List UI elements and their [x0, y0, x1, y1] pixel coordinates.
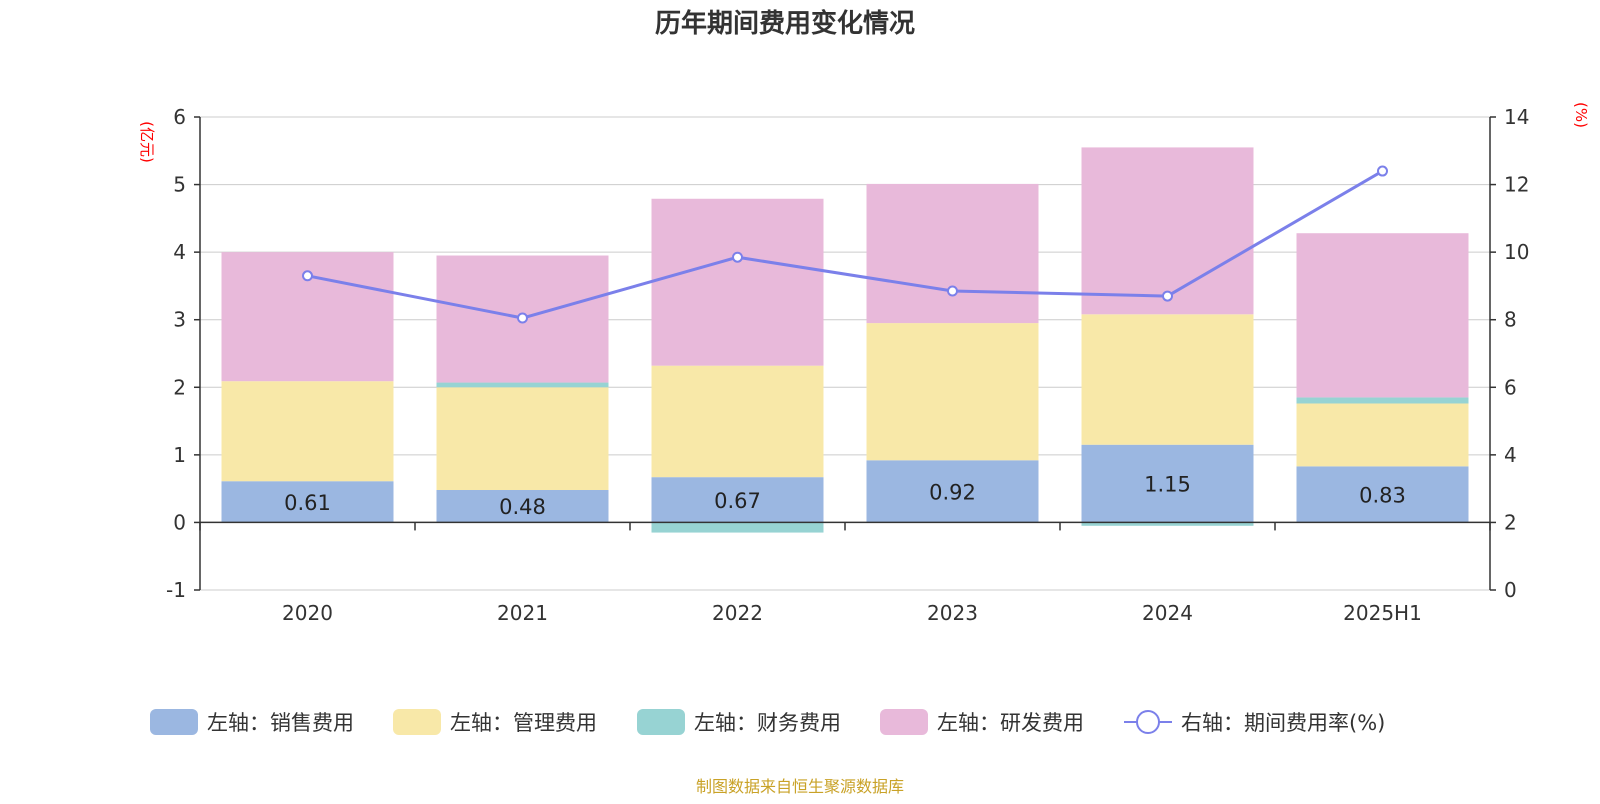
- sales-value-label: 1.15: [1144, 473, 1191, 497]
- rate-point: [302, 270, 313, 282]
- bar-0-2023: [866, 460, 1039, 523]
- legend-circle-swatch: [1136, 710, 1160, 734]
- sales-value-label: 0.83: [1359, 483, 1406, 507]
- rate-polyline: [307, 169, 1384, 320]
- category-label: 2020: [282, 601, 333, 625]
- left-tick-label: 6: [173, 105, 186, 129]
- right-tick-label: 14: [1504, 105, 1529, 129]
- source-note: 制图数据来自恒生聚源数据库: [696, 777, 904, 796]
- category-label: 2023: [927, 601, 978, 625]
- bar-2-2024: [1081, 522, 1254, 526]
- bar-1-2025H1: [1296, 403, 1469, 467]
- left-tick-label: 3: [173, 308, 186, 332]
- legend-label: 左轴：财务费用: [694, 711, 841, 735]
- legend-swatch: [150, 709, 198, 735]
- category-label: 2021: [497, 601, 548, 625]
- left-tick-label: 1: [173, 443, 186, 467]
- left-tick-label: 5: [173, 173, 186, 197]
- bar-2-2022: [651, 522, 824, 533]
- bar-2-2025H1: [1296, 397, 1469, 404]
- sales-value-label: 0.67: [714, 489, 761, 513]
- category-label: 2025H1: [1343, 601, 1422, 625]
- legend: 左轴：销售费用 左轴：管理费用 左轴：财务费用 左轴：研发费用 右轴：期间费用率(%): [150, 709, 1385, 735]
- legend-swatch: [393, 709, 441, 735]
- bar-0-2025H1: [1296, 466, 1469, 523]
- category-label: 2022: [712, 601, 763, 625]
- bar-3-2024: [1081, 147, 1254, 315]
- bar-0-2021: [436, 489, 609, 523]
- right-axis-unit: (%): [1572, 102, 1590, 128]
- bars: 0.61 0.48 0.67 0.92 1.15 0.83: [221, 147, 1469, 533]
- bar-3-2023: [866, 183, 1039, 324]
- bar-1-2024: [1081, 314, 1254, 445]
- legend-label: 右轴：期间费用率(%): [1181, 711, 1385, 735]
- right-tick-label: 6: [1504, 375, 1517, 399]
- right-tick-label: 10: [1504, 240, 1529, 264]
- bar-1-2020: [221, 381, 394, 482]
- left-tick-label: 0: [173, 510, 186, 534]
- rate-point: [732, 251, 743, 263]
- legend-label: 左轴：研发费用: [937, 711, 1084, 735]
- rate-point: [1377, 165, 1388, 177]
- rate-point: [947, 285, 958, 297]
- left-tick-label: -1: [166, 578, 186, 602]
- bar-0-2022: [651, 477, 824, 523]
- right-tick-label: 2: [1504, 510, 1517, 534]
- legend-label: 左轴：管理费用: [450, 711, 597, 735]
- legend-swatch: [880, 709, 928, 735]
- bar-2-2021: [436, 382, 609, 388]
- bar-3-2025H1: [1296, 233, 1469, 398]
- rate-point: [517, 312, 528, 324]
- bar-1-2022: [651, 365, 824, 478]
- bar-0-2024: [1081, 444, 1254, 523]
- sales-value-label: 0.61: [284, 491, 331, 515]
- category-label: 2024: [1142, 601, 1193, 625]
- bar-1-2021: [436, 387, 609, 490]
- left-axis-unit: (亿元): [138, 121, 156, 163]
- bar-3-2022: [651, 198, 824, 366]
- right-tick-label: 0: [1504, 578, 1517, 602]
- left-tick-label: 4: [173, 240, 186, 264]
- rate-point: [1162, 290, 1173, 302]
- legend-label: 左轴：销售费用: [207, 711, 354, 735]
- rate-line: [302, 165, 1388, 324]
- sales-value-label: 0.48: [499, 495, 546, 519]
- right-tick-label: 4: [1504, 443, 1517, 467]
- bar-1-2023: [866, 323, 1039, 461]
- bar-0-2020: [221, 481, 394, 523]
- chart-title: 历年期间费用变化情况: [655, 8, 915, 39]
- right-tick-label: 12: [1504, 173, 1529, 197]
- sales-value-label: 0.92: [929, 480, 976, 504]
- right-tick-label: 8: [1504, 308, 1517, 332]
- left-tick-label: 2: [173, 375, 186, 399]
- legend-swatch: [637, 709, 685, 735]
